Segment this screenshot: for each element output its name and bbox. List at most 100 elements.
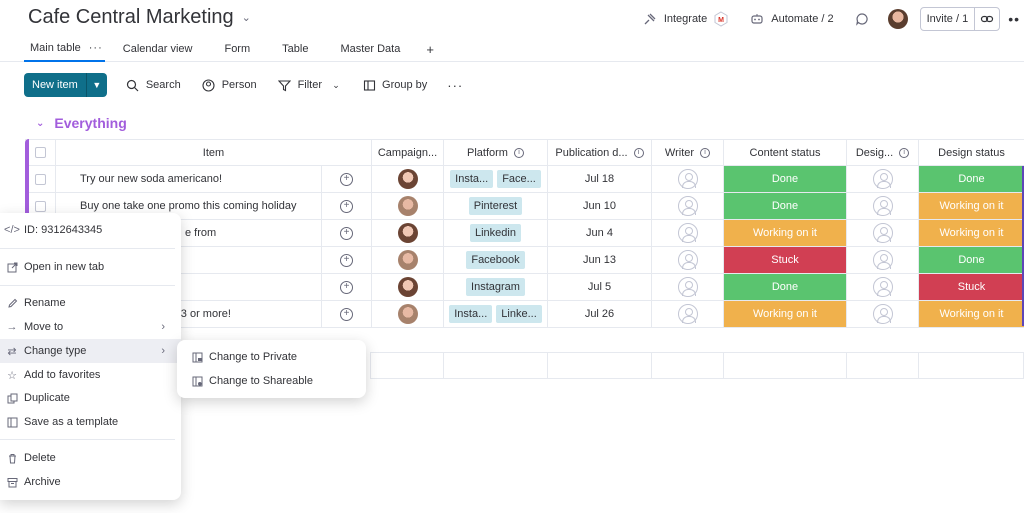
board-title[interactable]: Cafe Central Marketing ⌄ <box>28 6 251 29</box>
select-all-cell[interactable] <box>25 139 56 166</box>
col-header-publication[interactable]: Publication d... i <box>547 139 652 166</box>
content-status-cell[interactable]: Working on it <box>723 300 847 328</box>
col-header-design-status[interactable]: Design status <box>918 139 1024 166</box>
item-cell[interactable]: Try our new soda americano! <box>55 165 322 193</box>
design-status-cell[interactable]: Working on it <box>918 219 1024 247</box>
menu-item-id[interactable]: </> ID: 9312643345 <box>0 218 181 242</box>
writer-cell[interactable] <box>651 192 724 220</box>
row-checkbox[interactable] <box>35 173 46 185</box>
publication-date-cell[interactable]: Jun 10 <box>547 192 652 220</box>
tab-master-data[interactable]: Master Data <box>340 43 401 55</box>
platform-cell[interactable]: Insta... Face... <box>443 165 548 193</box>
campaign-cell[interactable] <box>371 192 444 220</box>
add-update-icon[interactable]: + <box>340 199 353 213</box>
link-icon[interactable] <box>975 8 999 30</box>
chevron-down-icon[interactable]: ⌄ <box>241 12 251 24</box>
designer-cell[interactable] <box>846 219 919 247</box>
platform-cell[interactable]: Pinterest <box>443 192 548 220</box>
menu-item-change-type[interactable]: ⇄ Change type › <box>0 339 181 363</box>
updates-cell[interactable]: + <box>321 300 372 328</box>
info-icon[interactable]: i <box>700 147 711 158</box>
table-row[interactable]: + Facebook Jun 13 Stuck Done <box>25 246 1024 274</box>
campaign-cell[interactable] <box>371 273 444 301</box>
add-update-icon[interactable]: + <box>340 172 353 186</box>
publication-date-cell[interactable]: Jul 26 <box>547 300 652 328</box>
updates-cell[interactable]: + <box>321 273 372 301</box>
invite-button[interactable]: Invite / 1 <box>921 8 976 30</box>
updates-cell[interactable]: + <box>321 219 372 247</box>
design-status-cell[interactable]: Working on it <box>918 192 1024 220</box>
menu-item-rename[interactable]: Rename <box>0 291 181 315</box>
publication-date-cell[interactable]: Jun 4 <box>547 219 652 247</box>
add-update-icon[interactable]: + <box>340 307 353 321</box>
designer-cell[interactable] <box>846 246 919 274</box>
collapse-chevron-icon[interactable]: ⌄ <box>36 117 45 129</box>
platform-cell[interactable]: Facebook <box>443 246 548 274</box>
writer-cell[interactable] <box>651 219 724 247</box>
group-title[interactable]: Everything <box>54 115 127 131</box>
menu-item-add-favorites[interactable]: ☆ Add to favorites <box>0 363 181 387</box>
col-header-designer[interactable]: Desig... i <box>846 139 919 166</box>
design-status-cell[interactable]: Stuck <box>918 273 1024 301</box>
user-avatar[interactable] <box>887 9 908 29</box>
col-header-campaign[interactable]: Campaign... <box>371 139 444 166</box>
campaign-cell[interactable] <box>371 219 444 247</box>
group-by-button[interactable]: Group by <box>361 77 427 93</box>
add-update-icon[interactable]: + <box>340 253 353 267</box>
menu-item-save-template[interactable]: Save as a template <box>0 410 181 434</box>
menu-item-open-new-tab[interactable]: Open in new tab <box>0 255 181 279</box>
content-status-cell[interactable]: Done <box>723 273 847 301</box>
row-select-cell[interactable] <box>25 165 56 193</box>
updates-cell[interactable]: + <box>321 165 372 193</box>
content-status-cell[interactable]: Done <box>723 192 847 220</box>
updates-button[interactable] <box>854 11 870 27</box>
content-status-cell[interactable]: Working on it <box>723 219 847 247</box>
menu-item-archive[interactable]: Archive <box>0 470 181 494</box>
campaign-cell[interactable] <box>371 300 444 328</box>
new-item-button[interactable]: New item ▼ <box>24 73 107 97</box>
info-icon[interactable]: i <box>899 147 910 158</box>
menu-item-delete[interactable]: Delete <box>0 446 181 470</box>
search-button[interactable]: Search <box>125 77 181 93</box>
table-row[interactable]: buy 3 or more! + Insta... Linke... Jul 26… <box>25 300 1024 328</box>
tab-calendar-view[interactable]: Calendar view <box>122 43 193 55</box>
add-update-icon[interactable]: + <box>340 280 353 294</box>
campaign-cell[interactable] <box>371 165 444 193</box>
automate-button[interactable]: Automate / 2 <box>749 11 834 27</box>
select-all-checkbox[interactable] <box>35 147 46 159</box>
platform-cell[interactable]: Insta... Linke... <box>443 300 548 328</box>
integrate-button[interactable]: Integrate M <box>642 11 729 27</box>
content-status-cell[interactable]: Stuck <box>723 246 847 274</box>
tab-more-icon[interactable]: ··· <box>88 42 103 54</box>
publication-date-cell[interactable]: Jun 13 <box>547 246 652 274</box>
writer-cell[interactable] <box>651 300 724 328</box>
updates-cell[interactable]: + <box>321 192 372 220</box>
writer-cell[interactable] <box>651 273 724 301</box>
menu-item-duplicate[interactable]: Duplicate <box>0 386 181 410</box>
row-checkbox[interactable] <box>35 200 46 212</box>
designer-cell[interactable] <box>846 165 919 193</box>
designer-cell[interactable] <box>846 300 919 328</box>
item-cell[interactable]: Buy one take one promo this coming holid… <box>55 192 322 220</box>
more-options-icon[interactable]: •• <box>1008 11 1020 27</box>
tab-main-table[interactable]: Main table ··· <box>24 36 105 62</box>
info-icon[interactable]: i <box>513 147 524 158</box>
menu-item-move-to[interactable]: → Move to › <box>0 315 181 339</box>
designer-cell[interactable] <box>846 192 919 220</box>
col-header-item[interactable]: Item <box>55 139 372 166</box>
table-row[interactable]: Try our new soda americano! + Insta... Fa… <box>25 165 1024 193</box>
updates-cell[interactable]: + <box>321 246 372 274</box>
info-icon[interactable]: i <box>633 147 644 158</box>
col-header-platform[interactable]: Platform i <box>443 139 548 166</box>
content-status-cell[interactable]: Done <box>723 165 847 193</box>
submenu-item-private[interactable]: Change to Private <box>177 345 366 369</box>
writer-cell[interactable] <box>651 165 724 193</box>
chevron-down-icon[interactable]: ⌄ <box>332 79 340 90</box>
campaign-cell[interactable] <box>371 246 444 274</box>
designer-cell[interactable] <box>846 273 919 301</box>
tab-table[interactable]: Table <box>282 43 309 55</box>
group-header[interactable]: ⌄ Everything <box>36 115 127 131</box>
publication-date-cell[interactable]: Jul 18 <box>547 165 652 193</box>
tab-form[interactable]: Form <box>224 43 251 55</box>
person-filter-button[interactable]: Person <box>201 77 257 93</box>
